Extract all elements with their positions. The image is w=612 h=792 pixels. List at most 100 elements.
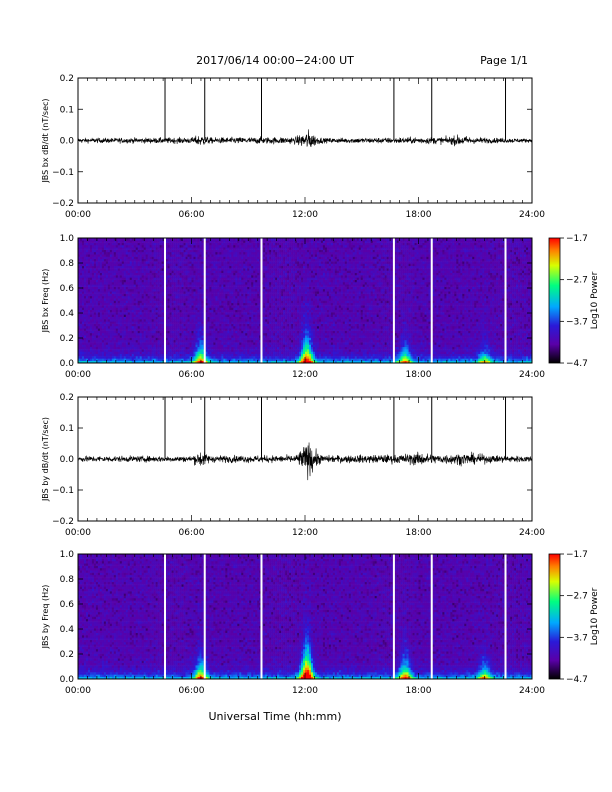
heatmap-cell	[161, 330, 164, 334]
heatmap-cell	[221, 312, 224, 315]
heatmap-cell	[95, 244, 99, 248]
heatmap-cell	[91, 275, 95, 278]
heatmap-cell	[87, 284, 91, 287]
heatmap-cell	[189, 284, 192, 287]
heatmap-cell	[255, 293, 258, 297]
heatmap-cell	[159, 251, 162, 255]
heatmap-cell	[255, 356, 258, 359]
heatmap-cell	[207, 279, 210, 283]
heatmap-cell	[217, 288, 220, 292]
heatmap-cell	[111, 358, 115, 361]
heatmap-cell	[119, 270, 123, 274]
heatmap-cell	[187, 291, 190, 294]
heatmap-cell	[227, 275, 230, 278]
heatmap-cell	[241, 346, 244, 350]
heatmap-cell	[93, 279, 97, 283]
heatmap-cell	[213, 307, 216, 311]
heatmap-cell	[185, 295, 188, 299]
heatmap-cell	[165, 332, 168, 336]
heatmap-cell	[83, 339, 87, 343]
heatmap-cell	[245, 277, 248, 280]
heatmap-cell	[199, 319, 202, 322]
heatmap-cell	[107, 321, 111, 324]
heatmap-cell	[171, 314, 174, 317]
heatmap-cell	[99, 360, 103, 364]
heatmap-cell	[189, 305, 192, 308]
heatmap-cell	[121, 314, 125, 317]
heatmap-cell	[127, 272, 131, 276]
heatmap-cell	[223, 342, 226, 345]
heatmap-cell	[171, 353, 174, 357]
heatmap-cell	[189, 300, 192, 304]
heatmap-cell	[229, 249, 232, 253]
heatmap-cell	[87, 288, 91, 292]
heatmap-cell	[241, 349, 244, 352]
heatmap-cell	[78, 360, 81, 364]
heatmap-cell	[97, 238, 101, 241]
heatmap-cell	[135, 360, 139, 364]
heatmap-cell	[233, 256, 236, 260]
heatmap-cell	[211, 244, 214, 248]
heatmap-cell	[217, 339, 220, 343]
heatmap-cell	[227, 346, 230, 350]
heatmap-cell	[103, 314, 107, 317]
heatmap-cell	[201, 244, 204, 248]
heatmap-cell	[83, 265, 87, 269]
heatmap-cell	[225, 339, 228, 343]
heatmap-cell	[205, 286, 208, 290]
heatmap-cell	[85, 251, 89, 255]
heatmap-cell	[159, 344, 162, 348]
heatmap-cell	[101, 323, 105, 327]
heatmap-cell	[179, 242, 182, 246]
heatmap-cell	[109, 305, 113, 308]
heatmap-cell	[199, 277, 202, 280]
heatmap-cell	[209, 342, 212, 345]
heatmap-cell	[195, 332, 198, 336]
heatmap-cell	[213, 247, 216, 250]
heatmap-cell	[177, 339, 180, 343]
heatmap-cell	[111, 238, 115, 241]
heatmap-cell	[111, 286, 115, 290]
heatmap-cell	[91, 344, 95, 348]
heatmap-cell	[119, 286, 123, 290]
heatmap-cell	[251, 254, 254, 257]
heatmap-cell	[229, 254, 232, 257]
heatmap-cell	[223, 254, 226, 257]
heatmap-cell	[99, 302, 103, 306]
heatmap-cell	[153, 240, 156, 243]
heatmap-cell	[78, 261, 81, 264]
heatmap-cell	[93, 291, 97, 294]
heatmap-cell	[205, 272, 208, 276]
heatmap-cell	[217, 358, 220, 361]
heatmap-cell	[121, 240, 125, 243]
heatmap-cell	[89, 286, 93, 290]
heatmap-cell	[229, 238, 232, 241]
heatmap-cell	[147, 251, 150, 255]
heatmap-cell	[177, 312, 180, 315]
heatmap-cell	[145, 351, 148, 355]
heatmap-cell	[173, 332, 176, 336]
heatmap-cell	[185, 335, 188, 338]
heatmap-cell	[211, 332, 214, 336]
heatmap-cell	[121, 288, 125, 292]
heatmap-cell	[185, 316, 188, 320]
heatmap-cell	[91, 302, 95, 306]
heatmap-cell	[225, 277, 228, 280]
heatmap-cell	[207, 335, 210, 338]
heatmap-cell	[181, 330, 184, 334]
heatmap-cell	[223, 277, 226, 280]
heatmap-cell	[245, 281, 248, 285]
heatmap-cell	[195, 279, 198, 283]
heatmap-cell	[197, 291, 200, 294]
heatmap-cell	[153, 249, 156, 253]
heatmap-cell	[213, 293, 216, 297]
heatmap-cell	[169, 258, 172, 262]
heatmap-cell	[253, 291, 256, 294]
heatmap-cell	[247, 356, 250, 359]
heatmap-cell	[117, 265, 121, 269]
heatmap-cell	[153, 270, 156, 274]
heatmap-cell	[161, 339, 164, 343]
heatmap-cell	[169, 281, 172, 285]
heatmap-cell	[135, 244, 139, 248]
heatmap-cell	[257, 358, 260, 361]
